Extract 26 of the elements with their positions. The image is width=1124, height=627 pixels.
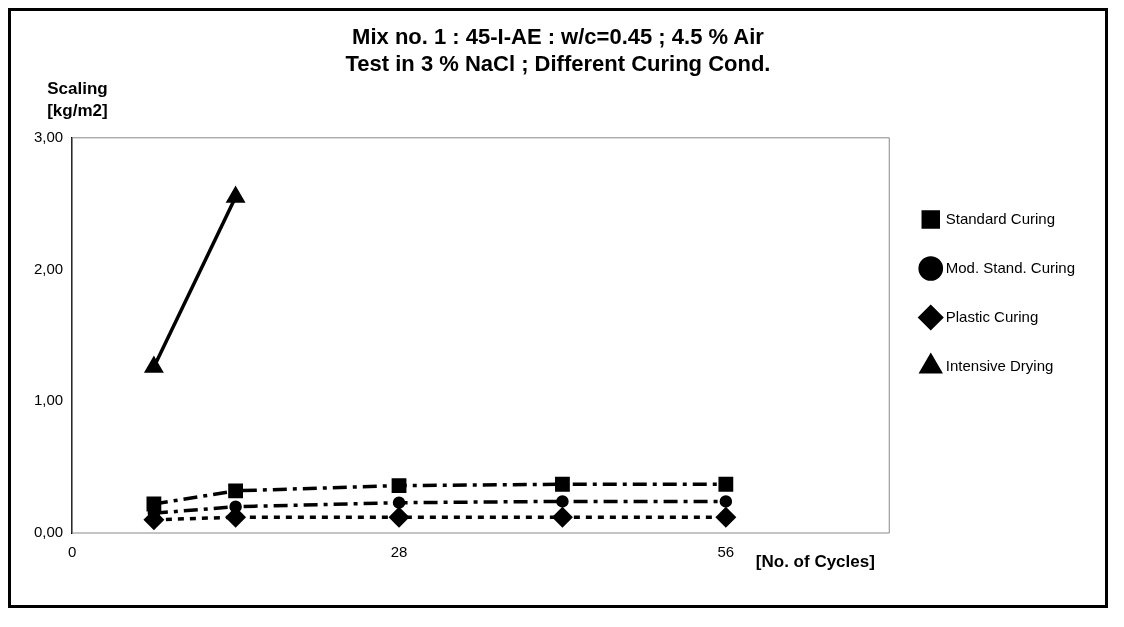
legend-label: Mod. Stand. Curing bbox=[945, 258, 1076, 276]
x-axis-title: [No. of Cycles] bbox=[755, 552, 875, 571]
point bbox=[228, 483, 244, 499]
legend-label: Standard Curing bbox=[945, 209, 1055, 227]
y-tick-label: 0,00 bbox=[33, 523, 64, 541]
y-tick-label: 1,00 bbox=[33, 391, 64, 409]
text: Test in 3 % NaCl ; Different Curing Cond. bbox=[345, 50, 771, 76]
legend-label: Intensive Drying bbox=[945, 356, 1054, 374]
point bbox=[556, 495, 569, 508]
point bbox=[719, 495, 733, 508]
point bbox=[555, 476, 570, 492]
y-axis-title: Scaling [kg/m2] bbox=[47, 78, 108, 120]
text: Mix no. 1 : 45-I-AE : w/c=0.45 ; 4.5 % Air bbox=[352, 24, 764, 50]
point bbox=[146, 496, 162, 512]
y-tick-label: 2,00 bbox=[33, 259, 64, 277]
point bbox=[716, 507, 736, 527]
point bbox=[552, 507, 573, 527]
point bbox=[392, 496, 406, 509]
point bbox=[391, 478, 407, 493]
y-tick-label: 3,00 bbox=[33, 127, 64, 145]
point bbox=[718, 476, 734, 492]
x-tick-label: 28 bbox=[390, 543, 408, 561]
legend-label: Plastic Curing bbox=[945, 307, 1039, 325]
x-tick-label: 0 bbox=[68, 543, 77, 561]
x-tick-label: 56 bbox=[717, 543, 735, 561]
point bbox=[389, 507, 409, 527]
